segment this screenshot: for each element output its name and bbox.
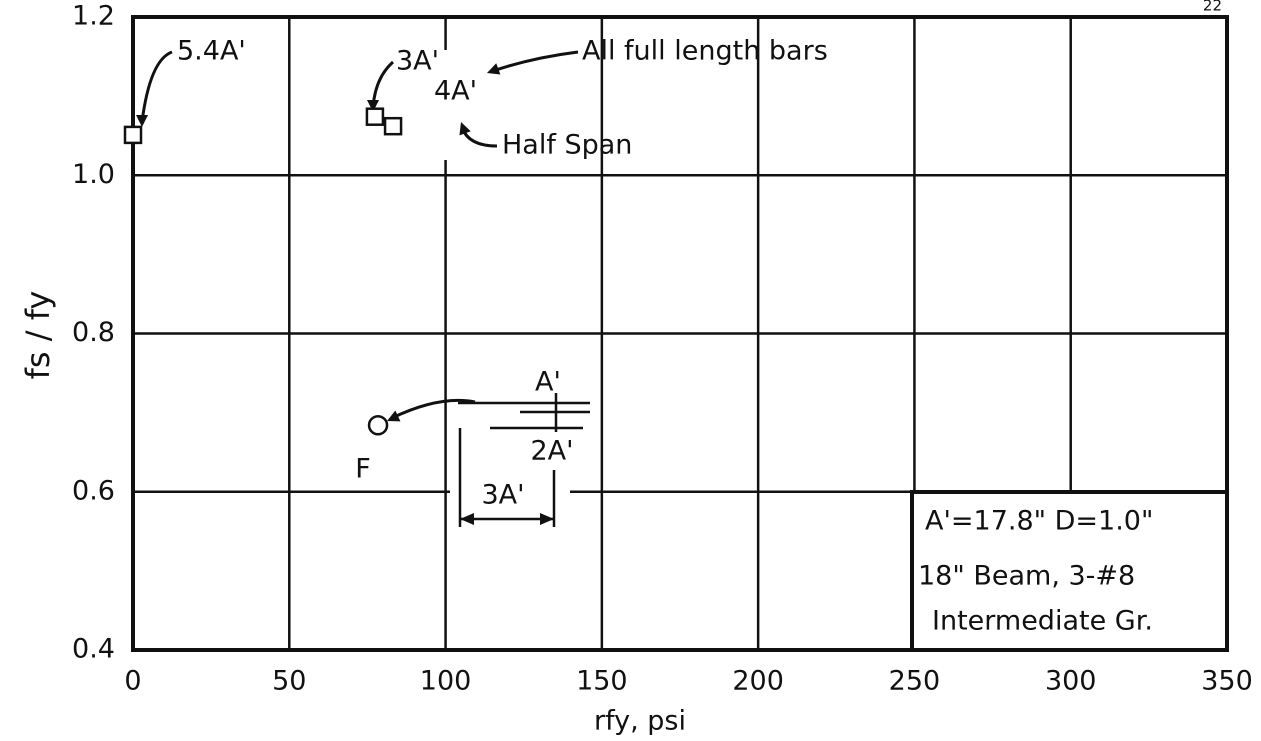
y-tick-label: 0.6 (72, 475, 115, 506)
arrow (489, 50, 579, 74)
annotation: F (355, 454, 371, 485)
arrow-head (487, 63, 501, 75)
info-text: A'=17.8" D=1.0" (925, 506, 1153, 537)
annotation: 5.4A' (177, 36, 246, 67)
info-text: Intermediate Gr. (932, 606, 1153, 637)
y-axis-label: fs / fy (19, 291, 57, 380)
data-point (123, 125, 143, 145)
x-tick-label: 300 (1045, 666, 1097, 697)
arrow-head (367, 100, 379, 112)
annotation: 3A' (481, 480, 524, 511)
y-tick-label: 1.0 (72, 159, 115, 190)
plot-frame (131, 15, 1229, 652)
x-axis-label: rfy, psi (594, 706, 686, 737)
annotation: Half Span (502, 130, 632, 161)
arrow-head (540, 513, 554, 525)
x-tick-label: 250 (889, 666, 941, 697)
arrow-head (459, 122, 471, 136)
x-tick-label: 0 (124, 666, 141, 697)
x-tick-label: 50 (272, 666, 306, 697)
data-point (365, 107, 385, 126)
x-tick-label: 100 (420, 666, 472, 697)
annotation: 4A' (434, 76, 477, 107)
x-tick-label: 200 (732, 666, 784, 697)
y-tick-label: 0.4 (72, 634, 115, 665)
y-tick-label: 0.8 (72, 317, 115, 348)
data-point (367, 415, 389, 436)
y-tick-label: 1.2 (72, 1, 115, 32)
label-gap (440, 50, 452, 160)
annotation: A' (535, 367, 561, 398)
arrow-head (387, 410, 401, 422)
arrow (391, 398, 476, 420)
arrow-head (136, 115, 148, 127)
annotation: 22 (1203, 0, 1222, 15)
info-box (910, 490, 1229, 652)
info-text: 18" Beam, 3-#8 (918, 561, 1135, 592)
x-tick-label: 150 (576, 666, 628, 697)
annotation: All full length bars (582, 36, 828, 67)
label-gap (450, 480, 570, 510)
x-tick-label: 350 (1201, 666, 1253, 697)
arrow (140, 50, 173, 123)
annotation: 2A' (530, 436, 573, 467)
annotation: 3A' (396, 46, 439, 77)
arrow-head (460, 513, 474, 525)
data-point (383, 116, 403, 136)
